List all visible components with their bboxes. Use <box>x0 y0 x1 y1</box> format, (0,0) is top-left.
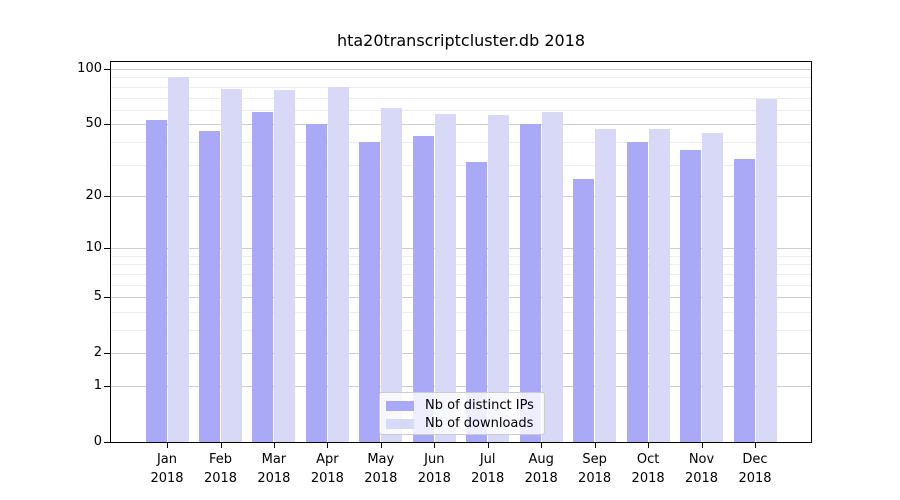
x-tick-mark-oct <box>648 443 650 448</box>
gridline-major-50 <box>111 124 811 126</box>
bar-downloads-jun <box>434 113 456 442</box>
bar-distinct-ips-jan <box>145 119 167 442</box>
bar-distinct-ips-feb <box>199 130 220 442</box>
y-tick-mark-10 <box>104 248 110 250</box>
x-tick-label-aug: Aug 2018 <box>524 452 558 486</box>
bar-downloads-apr <box>327 86 349 442</box>
x-tick-mark-mar <box>273 443 275 448</box>
y-tick-label-50: 50 <box>85 116 102 132</box>
gridline-minor-7 <box>111 273 811 275</box>
gridline-minor-8 <box>111 264 811 266</box>
y-tick-label-0: 0 <box>93 434 102 449</box>
y-tick-label-1: 1 <box>93 378 102 393</box>
legend-item-distinct-ips: Nb of distinct IPs <box>386 397 544 414</box>
bar-distinct-ips-apr <box>305 124 327 442</box>
y-tick-mark-0 <box>104 442 110 443</box>
gridline-major-2 <box>111 353 811 355</box>
bar-downloads-sep <box>595 129 617 442</box>
y-tick-label-5: 5 <box>93 289 102 305</box>
x-tick-mark-dec <box>755 443 756 448</box>
gridline-major-20 <box>111 195 811 197</box>
x-tick-mark-nov <box>701 443 703 448</box>
legend-label-downloads: Nb of downloads <box>425 416 534 431</box>
bar-downloads-oct <box>648 129 670 442</box>
y-tick-label-100: 100 <box>77 61 102 76</box>
bar-distinct-ips-jul <box>466 161 488 442</box>
x-tick-label-dec: Dec 2018 <box>738 452 772 486</box>
x-tick-mark-aug <box>541 443 543 448</box>
bar-distinct-ips-oct <box>626 141 648 442</box>
y-tick-mark-2 <box>104 353 110 355</box>
y-tick-mark-20 <box>104 195 110 197</box>
gridline-major-100 <box>111 69 811 70</box>
gridline-minor-70 <box>111 97 811 99</box>
bar-downloads-jan <box>167 76 189 442</box>
bar-distinct-ips-aug <box>519 124 541 442</box>
gridline-minor-90 <box>111 77 811 79</box>
legend-swatch-distinct-ips <box>386 400 414 411</box>
gridline-minor-30 <box>111 164 811 166</box>
legend-swatch-downloads <box>386 418 414 429</box>
x-tick-label-jun: Jun 2018 <box>417 452 451 486</box>
x-tick-mark-jan <box>167 443 168 448</box>
x-tick-mark-apr <box>327 443 329 448</box>
bar-distinct-ips-dec <box>733 159 755 442</box>
y-tick-mark-1 <box>104 386 110 387</box>
gridline-minor-60 <box>111 109 811 111</box>
bar-downloads-aug <box>541 112 563 442</box>
gridline-minor-9 <box>111 255 811 257</box>
y-tick-label-2: 2 <box>93 345 102 361</box>
bar-downloads-may <box>381 108 403 442</box>
y-tick-mark-50 <box>104 124 110 126</box>
x-tick-label-feb: Feb 2018 <box>203 452 238 486</box>
gridline-minor-4 <box>111 311 811 313</box>
legend-item-downloads: Nb of downloads <box>386 415 544 432</box>
gridline-minor-40 <box>111 141 811 143</box>
gridline-minor-3 <box>111 330 811 331</box>
gridline-minor-6 <box>111 284 811 286</box>
x-tick-mark-feb <box>220 443 222 448</box>
bar-distinct-ips-jun <box>412 136 434 442</box>
gridline-major-1 <box>111 386 811 387</box>
y-tick-label-20: 20 <box>85 187 102 203</box>
bar-downloads-mar <box>274 89 296 442</box>
bar-downloads-jul <box>488 115 510 442</box>
x-tick-mark-sep <box>594 443 596 448</box>
legend: Nb of distinct IPs Nb of downloads <box>379 392 545 435</box>
bar-downloads-nov <box>702 132 723 442</box>
x-tick-label-mar: Mar 2018 <box>257 452 291 486</box>
gridline-major-5 <box>111 297 811 299</box>
x-tick-label-apr: Apr 2018 <box>310 452 344 486</box>
bar-distinct-ips-may <box>359 141 381 442</box>
x-tick-label-nov: Nov 2018 <box>684 452 719 486</box>
x-tick-mark-jul <box>487 443 489 448</box>
x-tick-label-sep: Sep 2018 <box>578 452 612 486</box>
bar-distinct-ips-nov <box>680 150 701 442</box>
gridline-minor-80 <box>111 86 811 88</box>
bar-downloads-dec <box>755 98 777 442</box>
plot-area <box>110 61 812 443</box>
y-tick-mark-5 <box>104 297 110 299</box>
x-tick-label-oct: Oct 2018 <box>631 452 665 486</box>
y-tick-mark-100 <box>104 69 110 70</box>
x-tick-label-jan: Jan 2018 <box>150 452 184 486</box>
chart-title: hta20transcriptcluster.db 2018 <box>336 31 586 50</box>
x-tick-label-jul: Jul 2018 <box>471 452 505 486</box>
bar-downloads-feb <box>221 88 242 442</box>
x-tick-mark-may <box>380 443 382 448</box>
x-tick-label-may: May 2018 <box>364 452 398 486</box>
bar-distinct-ips-mar <box>252 112 274 442</box>
gridline-major-10 <box>111 248 811 250</box>
y-tick-label-10: 10 <box>85 240 102 256</box>
legend-label-distinct-ips: Nb of distinct IPs <box>425 398 534 413</box>
bar-distinct-ips-sep <box>573 178 595 442</box>
x-tick-mark-jun <box>434 443 436 448</box>
